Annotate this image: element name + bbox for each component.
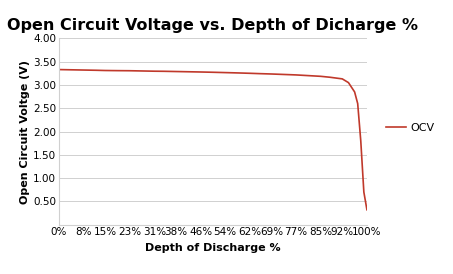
OCV [346, 81, 351, 84]
Title: Open Circuit Voltage vs. Depth of Dicharge %: Open Circuit Voltage vs. Depth of Dichar… [7, 18, 419, 33]
OCV [361, 190, 366, 194]
OCV [358, 139, 363, 142]
OCV [352, 90, 357, 94]
OCV [81, 68, 86, 72]
X-axis label: Depth of Discharge %: Depth of Discharge % [145, 243, 281, 253]
OCV [93, 68, 99, 72]
OCV [327, 76, 333, 79]
OCV [186, 70, 191, 73]
OCV [210, 71, 216, 74]
OCV [198, 70, 203, 74]
OCV [152, 70, 157, 73]
OCV [140, 69, 145, 73]
OCV [256, 72, 262, 75]
OCV [127, 69, 132, 72]
OCV [56, 68, 62, 71]
OCV [68, 68, 74, 72]
OCV [247, 72, 253, 75]
OCV [294, 73, 299, 76]
OCV [222, 71, 228, 74]
OCV [235, 71, 240, 75]
OCV [173, 70, 178, 73]
Line: OCV: OCV [59, 70, 367, 210]
OCV [340, 77, 345, 81]
Legend: OCV: OCV [382, 118, 439, 137]
OCV [364, 208, 370, 212]
OCV [161, 70, 166, 73]
OCV [318, 75, 323, 78]
OCV [115, 69, 120, 72]
OCV [102, 69, 108, 72]
OCV [281, 73, 286, 76]
OCV [306, 74, 311, 77]
OCV [355, 102, 361, 105]
Y-axis label: Open Circuit Voltge (V): Open Circuit Voltge (V) [20, 59, 30, 204]
OCV [269, 72, 274, 76]
